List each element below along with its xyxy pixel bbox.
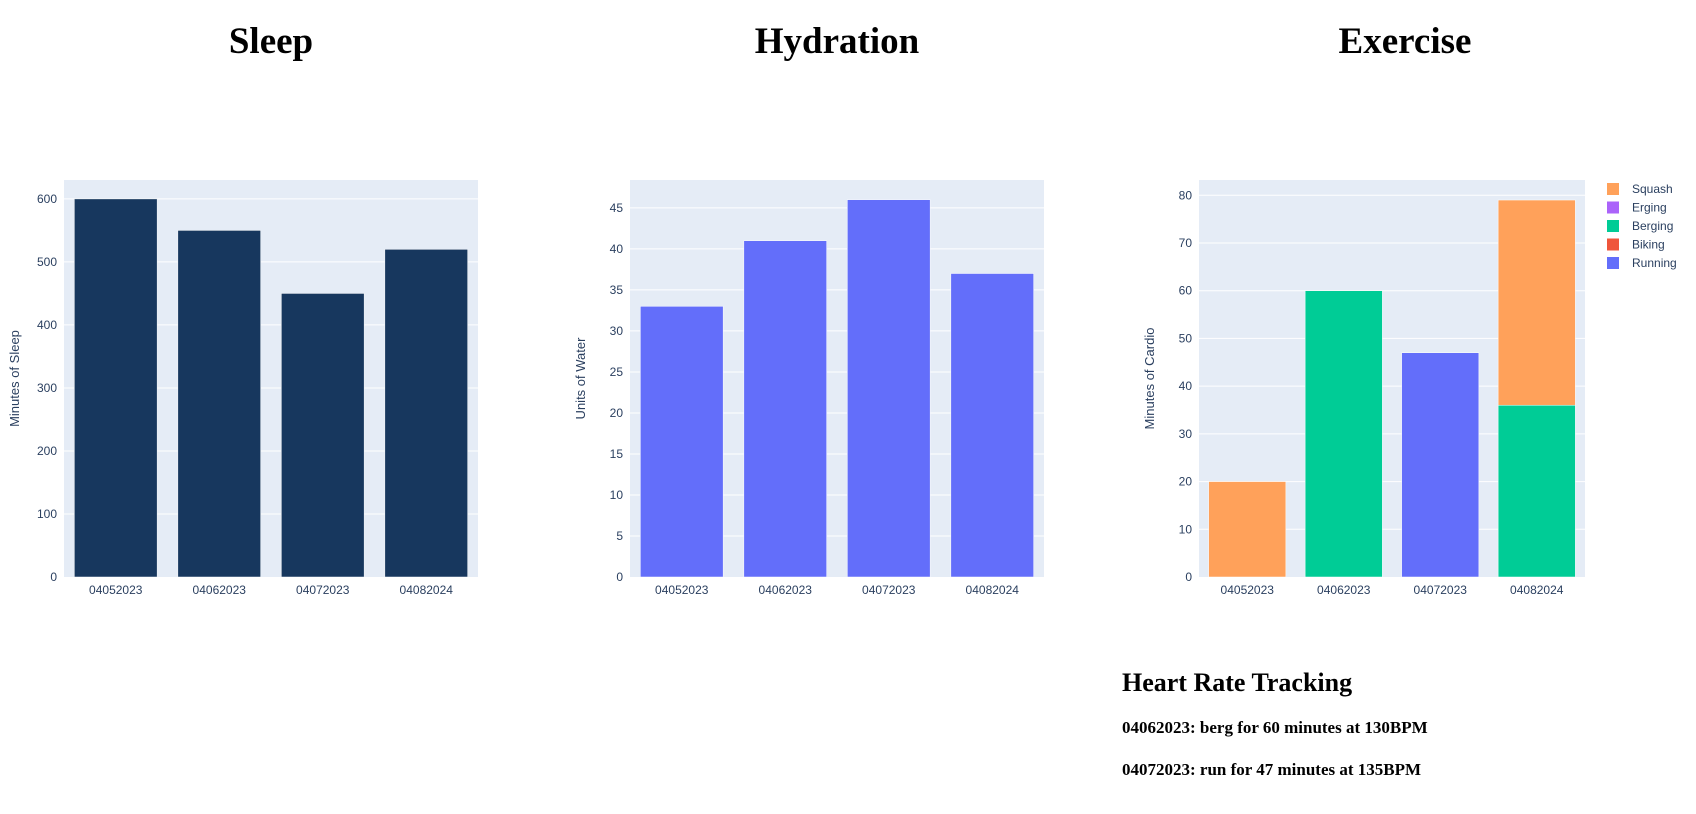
legend-swatch: [1607, 257, 1619, 269]
legend-swatch: [1607, 220, 1619, 232]
legend-label: Erging: [1632, 201, 1667, 215]
legend-item[interactable]: Erging: [1607, 201, 1667, 215]
bar[interactable]: [281, 293, 365, 578]
heart-rate-section: Heart Rate Tracking 04062023: berg for 6…: [1122, 668, 1682, 802]
bar-squash[interactable]: [1497, 199, 1576, 406]
bar[interactable]: [743, 240, 827, 578]
x-tick-label: 04072023: [1414, 583, 1468, 597]
legend-item[interactable]: Squash: [1607, 182, 1673, 196]
legend-item[interactable]: Running: [1607, 256, 1677, 270]
heart-rate-entry: 04072023: run for 47 minutes at 135BPM: [1122, 760, 1422, 779]
legend-label: Berging: [1632, 219, 1673, 233]
legend-label: Running: [1632, 256, 1677, 270]
y-tick-label: 10: [610, 488, 624, 502]
bar[interactable]: [640, 306, 724, 578]
exercise-title: Exercise: [1338, 21, 1472, 62]
y-tick-label: 80: [1179, 188, 1193, 202]
heart-rate-entry: 04062023: berg for 60 minutes at 130BPM: [1122, 718, 1428, 737]
bar[interactable]: [847, 199, 931, 578]
x-tick-label: 04082024: [400, 583, 454, 597]
x-tick-label: 04052023: [655, 583, 709, 597]
x-tick-label: 04082024: [966, 583, 1020, 597]
legend-swatch: [1607, 183, 1619, 195]
sleep-title: Sleep: [228, 21, 314, 62]
y-tick-label: 5: [616, 529, 623, 543]
x-tick-label: 04062023: [1317, 583, 1371, 597]
bar-squash[interactable]: [1208, 481, 1287, 578]
y-tick-label: 10: [1179, 522, 1193, 536]
legend-item[interactable]: Berging: [1607, 219, 1673, 233]
y-tick-label: 70: [1179, 236, 1193, 250]
y-tick-label: 200: [37, 444, 57, 458]
y-tick-label: 15: [610, 447, 624, 461]
heart-rate-title: Heart Rate Tracking: [1122, 668, 1353, 697]
y-tick-label: 100: [37, 507, 57, 521]
bar[interactable]: [177, 230, 261, 578]
x-tick-label: 04072023: [296, 583, 350, 597]
y-tick-label: 45: [610, 201, 624, 215]
legend-swatch: [1607, 201, 1619, 214]
y-tick-label: 30: [610, 324, 624, 338]
x-tick-label: 04052023: [89, 583, 143, 597]
y-tick-label: 25: [610, 365, 624, 379]
bar[interactable]: [384, 249, 468, 578]
sleep-chart: 0 100 200 300 400 500 600 04052023 04062023 04072…: [7, 180, 478, 597]
y-axis-title: Minutes of Sleep: [7, 330, 22, 427]
y-tick-label: 40: [1179, 379, 1193, 393]
y-tick-label: 300: [37, 381, 57, 395]
y-tick-label: 0: [50, 570, 57, 584]
y-tick-label: 20: [1179, 475, 1193, 489]
bar[interactable]: [950, 273, 1034, 578]
y-tick-label: 40: [610, 242, 624, 256]
legend-swatch: [1607, 238, 1619, 251]
y-tick-label: 400: [37, 318, 57, 332]
x-tick-label: 04052023: [1221, 583, 1275, 597]
y-tick-label: 30: [1179, 427, 1193, 441]
exercise-chart: 0 10 20 30 40 50 60 70 80 04052023 04062023 0407202…: [1142, 180, 1677, 597]
legend-label: Squash: [1632, 182, 1673, 196]
bar-berging[interactable]: [1497, 404, 1576, 578]
x-tick-label: 04062023: [759, 583, 813, 597]
bar[interactable]: [74, 198, 158, 578]
legend-label: Biking: [1632, 238, 1665, 252]
y-tick-label: 500: [37, 255, 57, 269]
y-axis-title: Units of Water: [573, 337, 588, 420]
y-tick-label: 60: [1179, 284, 1193, 298]
y-tick-label: 35: [610, 283, 624, 297]
legend-item[interactable]: Biking: [1607, 238, 1665, 252]
x-tick-label: 04072023: [862, 583, 916, 597]
y-axis-title: Minutes of Cardio: [1142, 328, 1157, 430]
y-tick-label: 600: [37, 192, 57, 206]
bar-berging[interactable]: [1304, 290, 1383, 578]
y-tick-label: 0: [1185, 570, 1192, 584]
y-tick-label: 0: [616, 570, 623, 584]
hydration-title: Hydration: [754, 21, 920, 62]
x-tick-label: 04082024: [1510, 583, 1564, 597]
y-tick-label: 50: [1179, 331, 1193, 345]
bar-running[interactable]: [1401, 352, 1480, 578]
x-tick-label: 04062023: [193, 583, 247, 597]
y-tick-label: 20: [610, 406, 624, 420]
hydration-chart: 0 5 10 15 20 25 30 35 40 45 04052023 04062023 040720…: [573, 180, 1044, 597]
